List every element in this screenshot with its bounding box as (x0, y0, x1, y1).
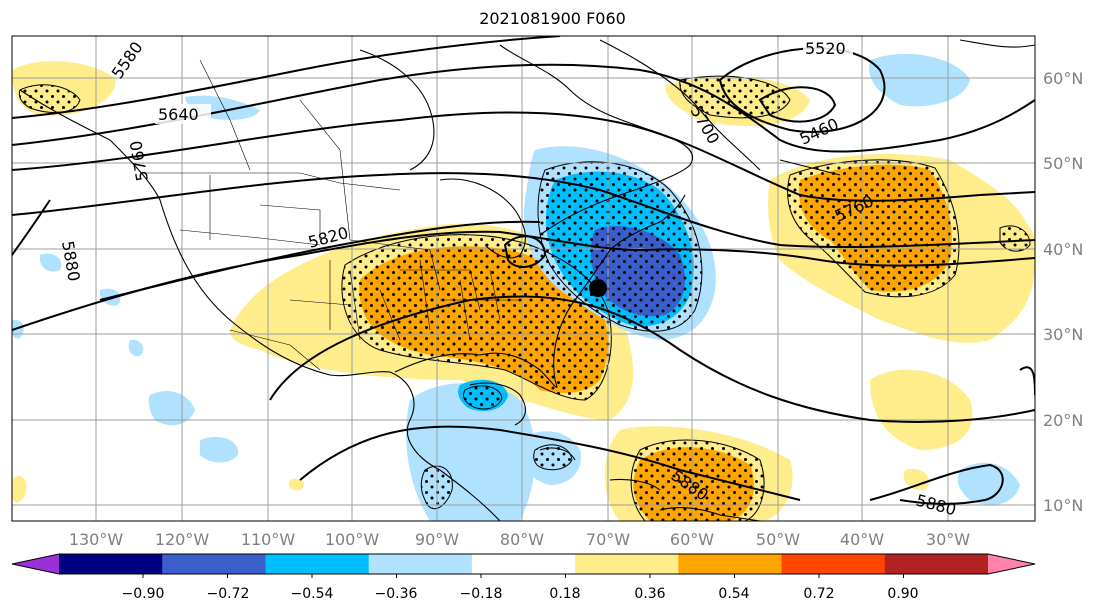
lon-label: 90°W (415, 530, 459, 549)
map-title: 2021081900 F060 (479, 9, 626, 28)
colorbar-segment (162, 554, 266, 574)
contour-label-5640: 5640 (158, 105, 199, 124)
colorbar-tick-labels: −0.90 −0.72 −0.54 −0.36 −0.18 0.18 0.36 … (122, 586, 919, 602)
colorbar-segment (471, 554, 576, 574)
lat-label: 20°N (1043, 411, 1083, 430)
lon-label: 60°W (670, 530, 714, 549)
map-frame (11, 35, 1036, 522)
lon-label: 80°W (500, 530, 544, 549)
longitude-labels: 130°W 120°W 110°W 100°W 90°W 80°W 70°W 6… (69, 530, 970, 549)
coastlines (19, 39, 1035, 521)
latitude-labels: 60°N 50°N 40°N 30°N 20°N 10°N (1043, 69, 1083, 515)
height-contours (12, 36, 1035, 505)
lon-label: 110°W (241, 530, 296, 549)
contour-label-5520: 5520 (805, 39, 846, 58)
colorbar-tick-label: −0.90 (122, 586, 165, 602)
lon-label: 120°W (155, 530, 210, 549)
colorbar-extend-low (12, 554, 59, 574)
colorbar-segment (265, 554, 370, 574)
lon-label: 40°W (840, 530, 884, 549)
colorbar-tick-label: −0.36 (375, 586, 418, 602)
lon-label: 130°W (69, 530, 124, 549)
colorbar-tick-label: 0.54 (718, 586, 749, 602)
colorbar (11, 553, 1036, 578)
colorbar-segment (59, 554, 163, 574)
colorbar-segment (575, 554, 679, 574)
lon-label: 70°W (586, 530, 630, 549)
colorbar-tick-label: −0.72 (207, 586, 250, 602)
colorbar-segment (368, 554, 473, 574)
colorbar-tick-label: −0.18 (460, 586, 503, 602)
colorbar-tick-label: 0.72 (803, 586, 834, 602)
colorbar-segment (781, 554, 886, 574)
colorbar-segment (678, 554, 783, 574)
colorbar-outline (11, 553, 1036, 575)
lat-label: 40°N (1043, 240, 1083, 259)
lat-label: 10°N (1043, 496, 1083, 515)
colorbar-extend-high (988, 554, 1035, 574)
stippling (18, 75, 1031, 521)
lon-label: 50°W (756, 530, 800, 549)
colorbar-tick-label: −0.54 (291, 586, 334, 602)
lat-label: 60°N (1043, 69, 1083, 88)
lon-label: 30°W (926, 530, 970, 549)
colorbar-tick-label: 0.90 (887, 586, 918, 602)
lat-label: 50°N (1043, 154, 1083, 173)
colorbar-tick-label: 0.18 (549, 586, 580, 602)
colorbar-tick-label: 0.36 (634, 586, 665, 602)
lat-label: 30°N (1043, 325, 1083, 344)
colorbar-segment (884, 554, 989, 574)
location-marker (589, 279, 607, 297)
lon-label: 100°W (325, 530, 380, 549)
